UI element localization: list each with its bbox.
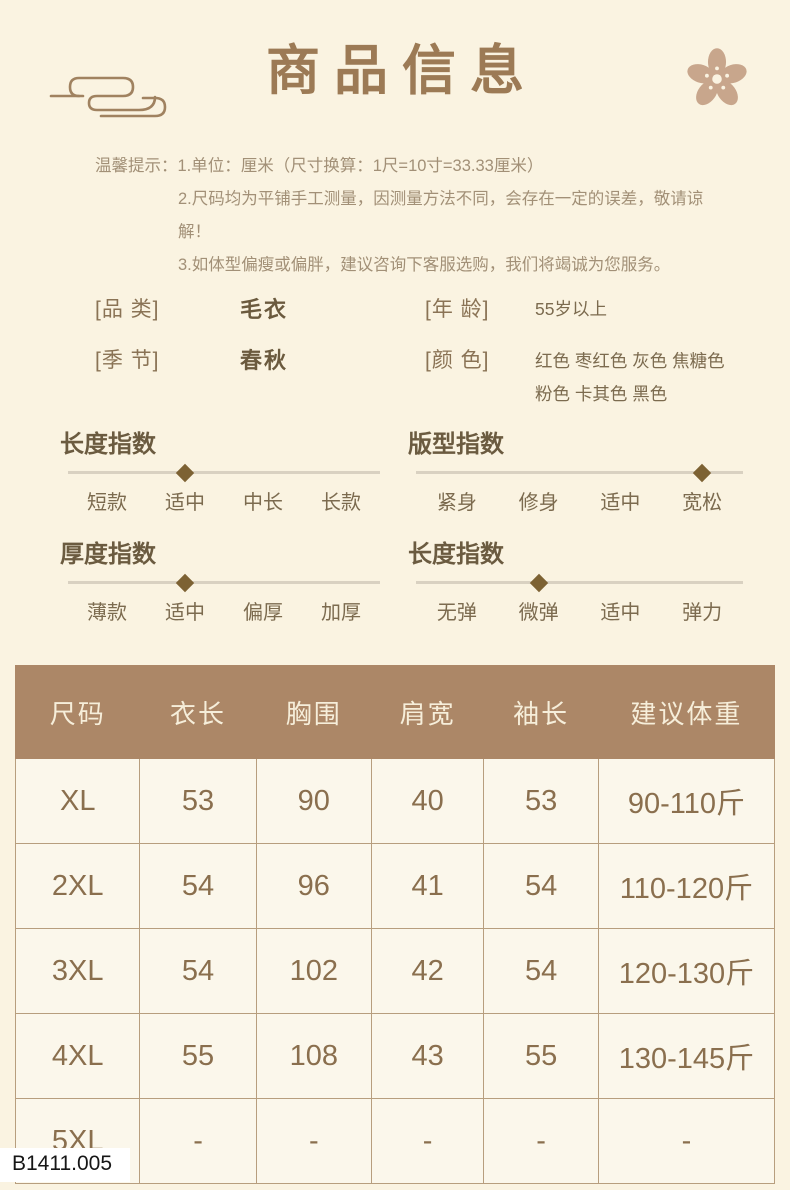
slider-option: 修身: [518, 492, 559, 514]
slider-option: 紧身: [436, 492, 477, 514]
tips-line: 1.单位：厘米（尺寸换算：1尺=10寸=33.33厘米）: [177, 157, 544, 175]
cell: 90: [255, 758, 372, 844]
slider-option: 中长: [243, 492, 283, 514]
cell: 2XL: [14, 843, 141, 929]
slider-option: 短款: [87, 492, 127, 514]
attr-season-value: 春秋: [240, 348, 289, 373]
slider-option: 适中: [165, 602, 205, 624]
cell: 54: [139, 843, 257, 929]
slider-track: [68, 573, 380, 592]
slider-track: [416, 463, 743, 482]
product-code-badge: B1411.005: [0, 1148, 131, 1182]
slider-track: [68, 463, 380, 482]
attr-color-label: [颜 色]: [425, 349, 490, 372]
col-header: 袖长: [483, 665, 599, 759]
attr-season-label: [季 节]: [95, 349, 160, 372]
table-row: 2XL 54 96 41 54 110-120斤: [14, 843, 776, 929]
cell: 55: [483, 1013, 599, 1099]
cell: 120-130斤: [597, 928, 776, 1014]
col-header: 建议体重: [597, 665, 776, 759]
sakura-flower-icon: [687, 48, 747, 106]
cell: 4XL: [14, 1013, 141, 1099]
slider-track: [416, 573, 743, 592]
slider-option: 偏厚: [243, 602, 283, 624]
tips-label: 温馨提示：: [95, 157, 178, 175]
slider-option: 微弹: [518, 602, 559, 624]
cell: 130-145斤: [597, 1013, 776, 1099]
col-header: 衣长: [139, 665, 257, 759]
cell: 3XL: [14, 928, 141, 1014]
slider-option: 加厚: [321, 602, 361, 624]
thickness-index-slider: 厚度指数 薄款 适中 偏厚 加厚: [60, 534, 380, 625]
cell: -: [597, 1098, 776, 1184]
cell: 43: [370, 1013, 485, 1099]
cell: 55: [139, 1013, 257, 1099]
attr-age-value: 55岁以上: [535, 299, 607, 319]
cell: -: [139, 1098, 257, 1184]
col-header: 胸围: [255, 665, 372, 759]
cell: 41: [370, 843, 485, 929]
table-row: XL 53 90 40 53 90-110斤: [14, 758, 776, 844]
slider-diamond-icon: [529, 573, 548, 592]
slider-option: 长款: [321, 492, 361, 514]
index-title: 长度指数: [408, 541, 504, 568]
slider-option: 薄款: [87, 602, 127, 624]
cell: 53: [483, 758, 599, 844]
cell: 54: [139, 928, 257, 1014]
cell: 108: [255, 1013, 372, 1099]
fit-index-slider: 版型指数 紧身 修身 适中 宽松: [408, 424, 748, 515]
slider-option: 适中: [600, 492, 641, 514]
size-table-header-row: 尺码 衣长 胸围 肩宽 袖长 建议体重: [14, 665, 776, 759]
cell: -: [370, 1098, 485, 1184]
tips-line: 3.如体型偏瘦或偏胖，建议咨询下客服选购，我们将竭诚为您服务。: [178, 256, 671, 274]
cell: -: [483, 1098, 599, 1184]
table-row: 3XL 54 102 42 54 120-130斤: [14, 928, 776, 1014]
cell: 54: [483, 928, 599, 1014]
slider-diamond-icon: [692, 463, 712, 482]
slider-diamond-icon: [175, 463, 195, 482]
attr-age-label: [年 龄]: [425, 298, 490, 321]
table-row: 5XL - - - - -: [14, 1098, 776, 1184]
cloud-motif-icon: [49, 76, 167, 118]
cell: 96: [255, 843, 372, 929]
slider-option: 适中: [165, 492, 205, 514]
index-title: 长度指数: [60, 431, 156, 458]
cell: 40: [370, 758, 485, 844]
slider-option: 适中: [600, 602, 641, 624]
table-row: 4XL 55 108 43 55 130-145斤: [14, 1013, 776, 1099]
index-title: 版型指数: [408, 431, 504, 458]
page-title: 商品信息: [266, 38, 538, 102]
slider-option: 无弹: [436, 602, 477, 624]
col-header: 尺码: [14, 665, 141, 759]
slider-option: 宽松: [682, 492, 723, 514]
cell: 90-110斤: [597, 758, 776, 844]
attr-category-label: [品 类]: [95, 298, 160, 321]
length-index-slider: 长度指数 短款 适中 中长 长款: [60, 424, 380, 515]
cell: 110-120斤: [597, 843, 776, 929]
tips-line: 2.尺码均为平铺手工测量，因测量方法不同，会存在一定的误差，敬请谅解！: [178, 190, 704, 241]
cell: -: [255, 1098, 372, 1184]
cell: XL: [14, 758, 141, 844]
cell: 54: [483, 843, 599, 929]
col-header: 肩宽: [370, 665, 485, 759]
cell: 53: [139, 758, 257, 844]
attr-category-value: 毛衣: [240, 297, 289, 322]
slider-diamond-icon: [175, 573, 195, 592]
index-title: 厚度指数: [60, 541, 156, 568]
cell: 102: [255, 928, 372, 1014]
elastic-index-slider: 长度指数 无弹 微弹 适中 弹力: [408, 534, 748, 625]
cell: 42: [370, 928, 485, 1014]
warm-tips: 温馨提示： 1.单位：厘米（尺寸换算：1尺=10寸=33.33厘米） 2.尺码均…: [95, 150, 735, 282]
attr-color-value: 红色 枣红色 灰色 焦糖色 粉色 卡其色 黑色: [535, 351, 725, 404]
slider-option: 弹力: [682, 602, 723, 624]
size-table: 尺码 衣长 胸围 肩宽 袖长 建议体重 XL 53 90 40 53 90-11…: [14, 665, 776, 1184]
